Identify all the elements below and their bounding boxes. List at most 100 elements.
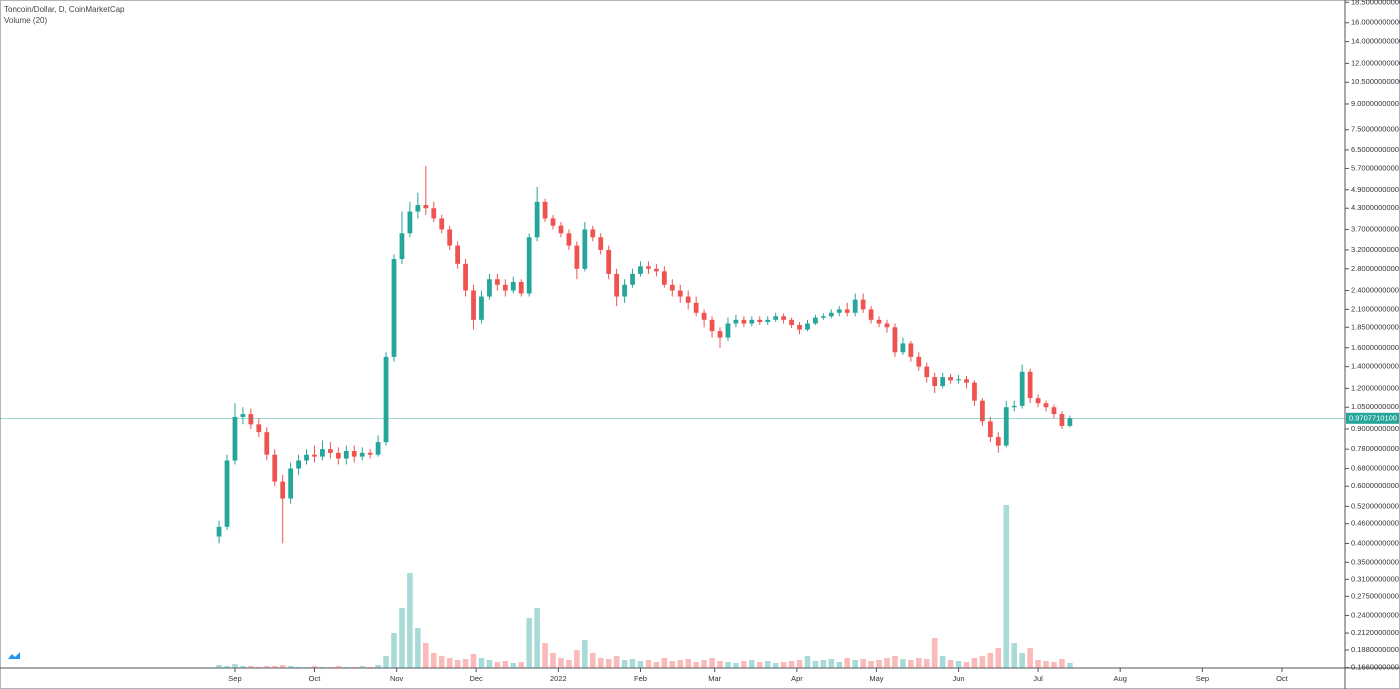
candle-body: [749, 319, 755, 324]
volume-bar: [1035, 660, 1041, 668]
volume-bar: [637, 661, 644, 668]
y-tick-label: 4.9000000000: [1351, 185, 1399, 194]
volume-bar: [383, 656, 389, 668]
volume-bar: [224, 666, 230, 668]
volume-bar: [597, 658, 604, 668]
volume-bar: [820, 660, 827, 668]
candle-body: [328, 449, 333, 453]
volume-bar: [749, 660, 755, 668]
candle-body: [264, 432, 270, 455]
candle-body: [542, 201, 548, 219]
candle-body: [805, 323, 810, 330]
candle-body: [980, 400, 985, 422]
candle-body: [948, 377, 953, 381]
candle-body: [1067, 418, 1073, 426]
y-tick-label: 4.3000000000: [1351, 203, 1399, 212]
logo[interactable]: [6, 650, 22, 662]
candle-body: [335, 452, 341, 459]
candle-body: [661, 271, 667, 285]
volume-bar: [923, 659, 930, 668]
candle-body: [383, 356, 389, 443]
candle-body: [693, 302, 699, 313]
volume-bar: [1011, 643, 1017, 668]
y-tick-label: 1.6000000000: [1351, 343, 1399, 352]
y-tick-label: 3.7000000000: [1351, 224, 1399, 233]
volume-bar: [232, 664, 238, 668]
x-tick-label: 2022: [550, 674, 567, 683]
volume-bar: [812, 661, 819, 668]
y-tick-label: 0.4600000000: [1351, 519, 1399, 528]
volume-bar: [558, 658, 564, 668]
volume-bar: [741, 661, 747, 668]
volume-bar: [908, 660, 914, 668]
candle-body: [1051, 407, 1057, 415]
candle-body: [1027, 371, 1033, 399]
candle-body: [367, 452, 373, 455]
volume-bar: [470, 654, 477, 668]
candle-body: [606, 249, 612, 274]
volume-bar: [931, 638, 938, 668]
volume-bar: [701, 660, 707, 668]
volume-bar: [916, 658, 922, 668]
y-tick-label: 0.1880000000: [1351, 645, 1399, 654]
volume-bar: [995, 648, 1002, 668]
candle-body: [638, 266, 643, 274]
candle-body: [312, 454, 317, 457]
candle-body: [677, 290, 683, 297]
volume-bar: [502, 661, 509, 668]
volume-bar: [359, 666, 365, 668]
y-tick-label: 0.3500000000: [1351, 557, 1399, 566]
candle-body: [868, 309, 874, 320]
candle-body: [733, 319, 739, 324]
candle-body: [518, 281, 524, 294]
x-tick-label: Dec: [469, 674, 483, 683]
x-tick-label: Jun: [953, 674, 965, 683]
volume-bar: [1019, 653, 1025, 668]
plot: [216, 165, 1073, 668]
candle-body: [669, 284, 675, 291]
candle-body: [240, 414, 246, 417]
y-tick-label: 5.7000000000: [1351, 163, 1399, 172]
candle-body: [789, 319, 794, 326]
candle-body: [630, 273, 635, 285]
candle-body: [296, 460, 301, 469]
candle-body: [224, 460, 230, 527]
candle-body: [622, 284, 627, 297]
volume-bar: [423, 643, 429, 668]
volume-bar: [733, 663, 739, 668]
y-tick-label: 1.0500000000: [1351, 402, 1399, 411]
candle-body: [566, 233, 572, 246]
y-tick-label: 2.8000000000: [1351, 264, 1399, 273]
volume-bar: [343, 667, 350, 668]
volume-bar: [494, 662, 501, 668]
y-tick-label: 1.2000000000: [1351, 383, 1399, 392]
candle-body: [614, 273, 620, 297]
volume-bar: [677, 660, 684, 668]
candle-body: [964, 379, 969, 383]
volume-bar: [454, 660, 461, 668]
volume-bar: [892, 656, 898, 668]
y-tick-label: 0.1660000000: [1351, 663, 1399, 672]
y-tick-label: 0.9000000000: [1351, 424, 1399, 433]
volume-bar: [685, 659, 691, 668]
candle-body: [940, 377, 946, 387]
volume-bar: [772, 663, 779, 668]
volume-bar: [605, 659, 612, 668]
x-tick-label: Aug: [1114, 674, 1127, 683]
volume-bar: [534, 608, 540, 668]
volume-bar: [430, 653, 437, 668]
candle-body: [463, 263, 468, 291]
volume-bar: [526, 618, 532, 668]
volume-bar: [391, 633, 397, 668]
y-tick-label: 3.2000000000: [1351, 245, 1399, 254]
y-tick-label: 0.2750000000: [1351, 591, 1399, 600]
y-tick-label: 0.2120000000: [1351, 628, 1399, 637]
volume-bar: [804, 656, 811, 668]
candle-body: [813, 317, 818, 324]
volume-bar: [669, 661, 676, 668]
volume-bar: [263, 666, 270, 668]
volume-bar: [478, 658, 485, 668]
candle-body: [884, 323, 890, 328]
x-tick-label: Apr: [791, 674, 803, 683]
